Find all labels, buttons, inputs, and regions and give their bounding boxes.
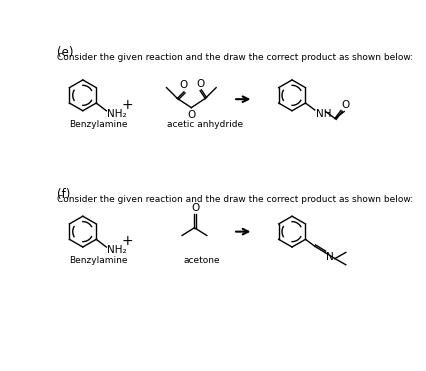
Text: +: + — [121, 234, 133, 248]
Text: Benzylamine: Benzylamine — [69, 256, 127, 265]
Text: +: + — [121, 98, 133, 112]
Text: O: O — [179, 81, 187, 91]
Text: NH₂: NH₂ — [107, 246, 127, 256]
Text: acetone: acetone — [183, 256, 220, 265]
Text: NH₂: NH₂ — [107, 109, 127, 119]
Text: N: N — [325, 252, 333, 262]
Text: Consider the given reaction and the draw the correct product as shown below:: Consider the given reaction and the draw… — [57, 195, 412, 204]
Text: (e): (e) — [57, 46, 74, 59]
Text: Benzylamine: Benzylamine — [69, 120, 127, 129]
Text: O: O — [187, 110, 195, 120]
Text: Consider the given reaction and the draw the correct product as shown below:: Consider the given reaction and the draw… — [57, 53, 412, 62]
Text: O: O — [341, 101, 349, 111]
Text: acetic anhydride: acetic anhydride — [166, 120, 242, 129]
Text: (f): (f) — [57, 188, 70, 201]
Text: NH: NH — [315, 109, 330, 119]
Text: O: O — [190, 203, 199, 213]
Text: O: O — [196, 79, 204, 89]
